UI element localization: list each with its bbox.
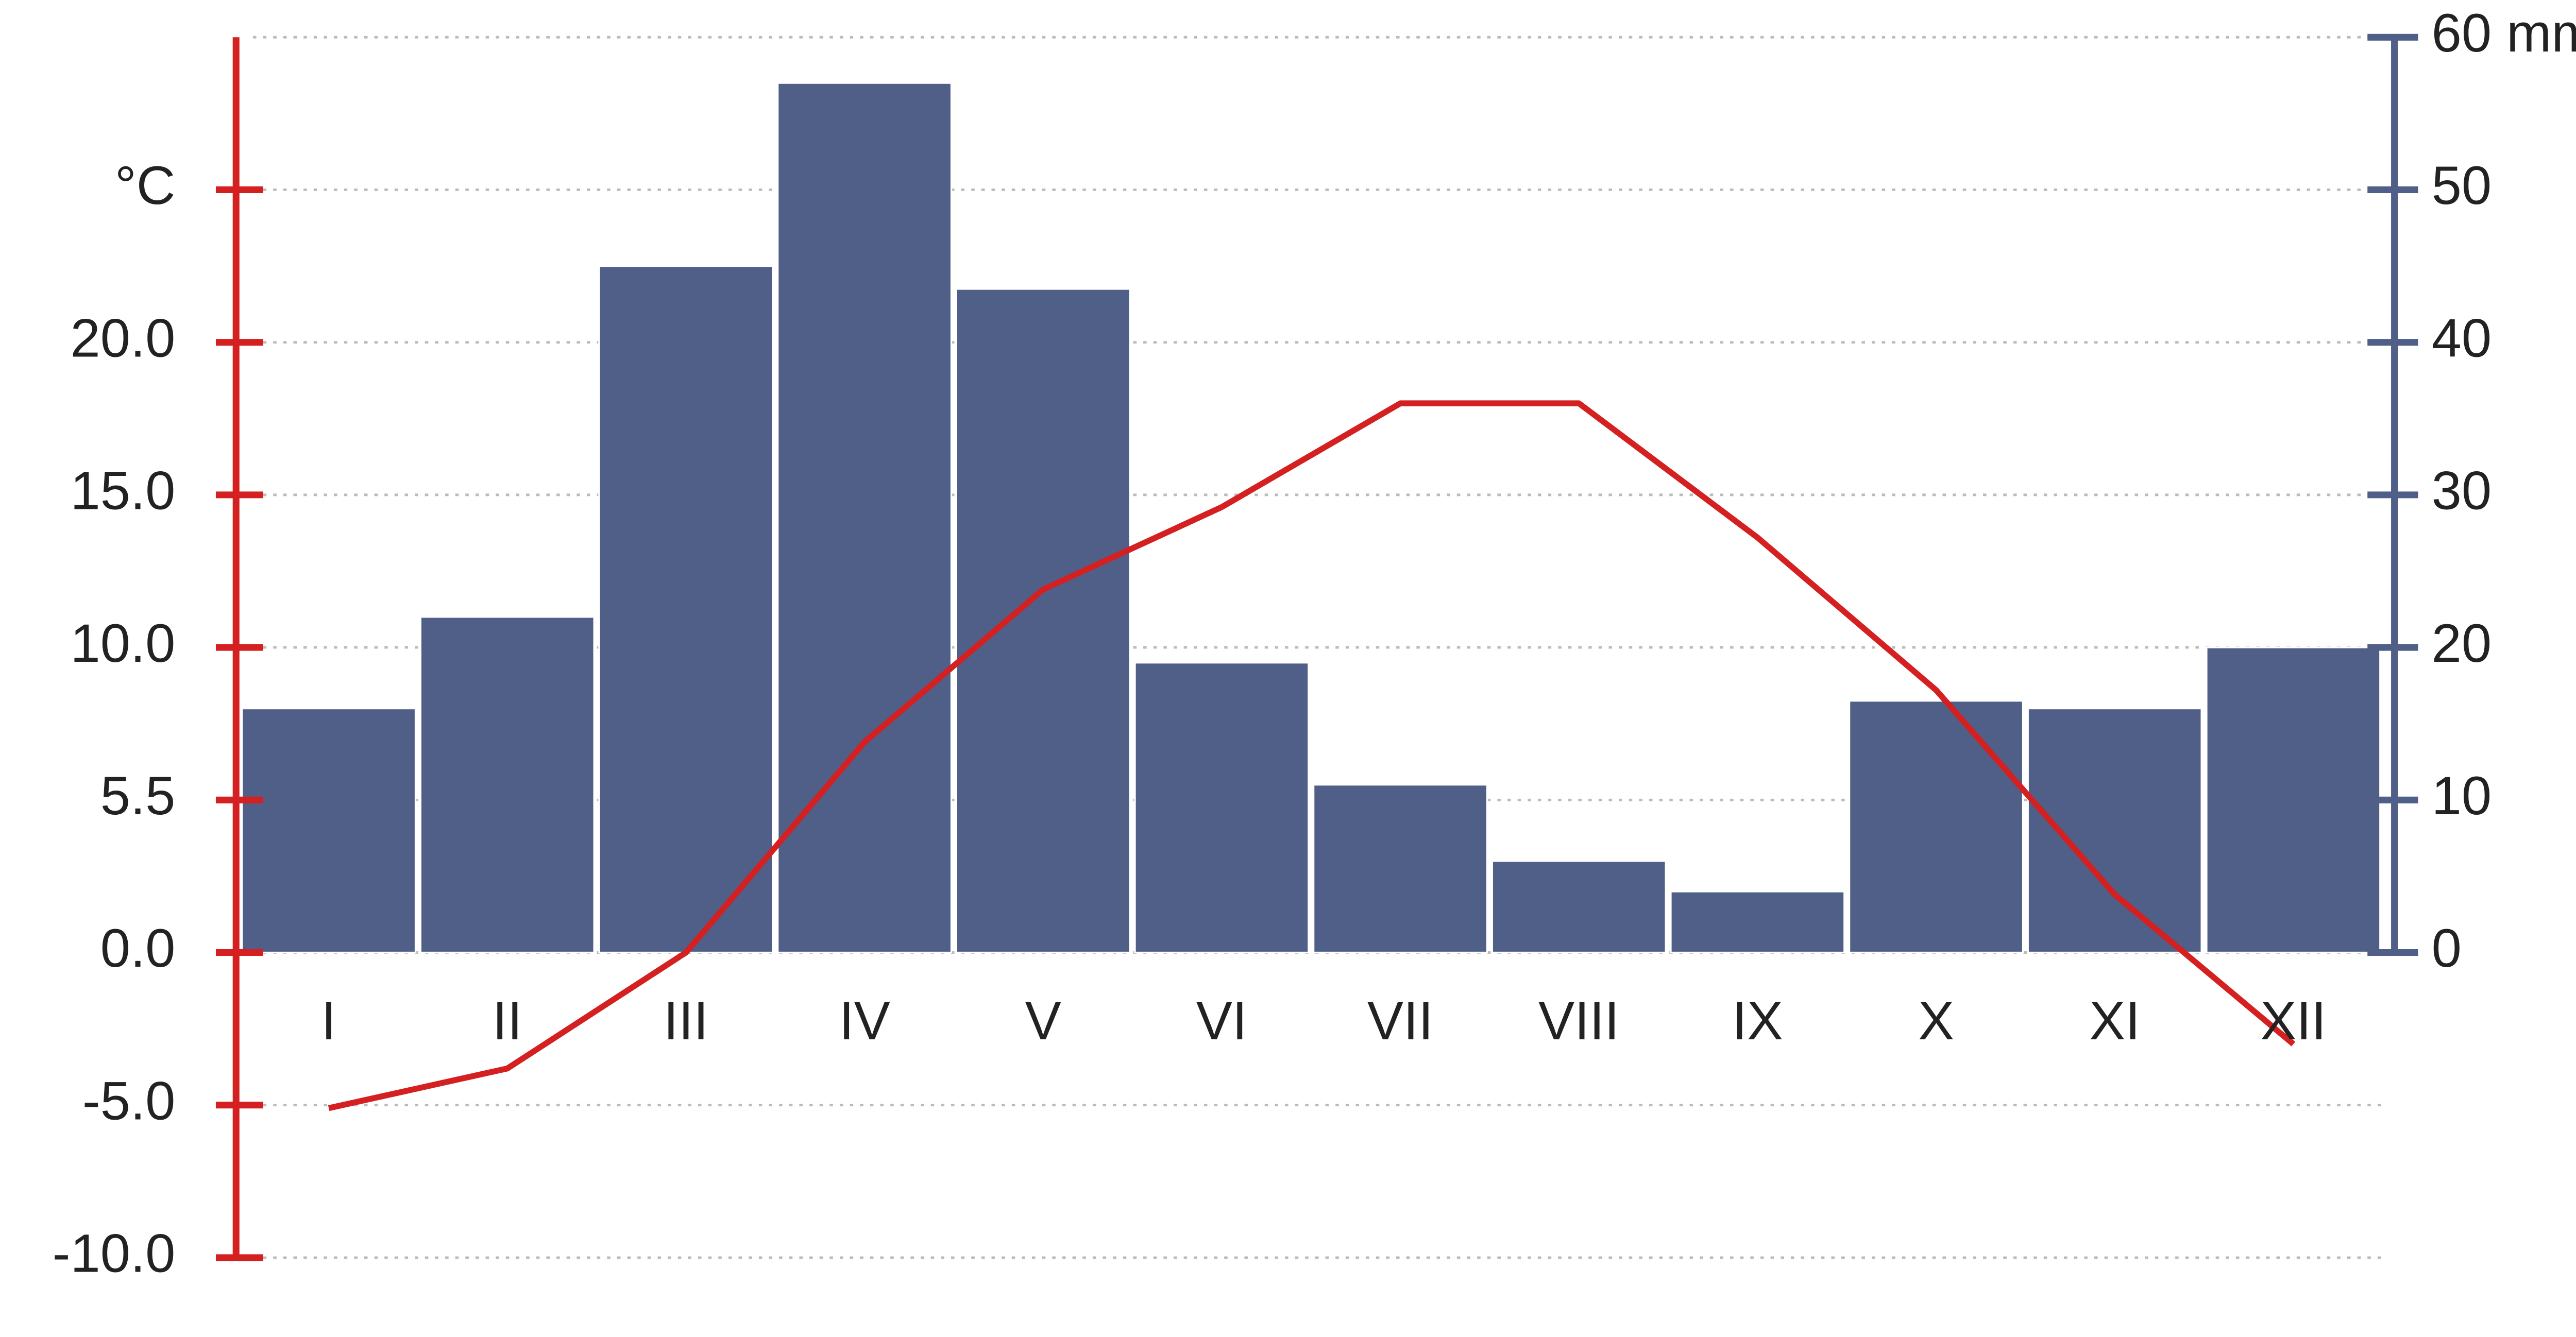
x-tick-label: I xyxy=(321,991,336,1051)
bar xyxy=(1491,860,1667,954)
bar xyxy=(241,707,417,954)
y-tick-label: -10.0 xyxy=(53,1224,176,1284)
x-tick-label: VI xyxy=(1196,991,1247,1051)
x-tick-label: IV xyxy=(839,991,890,1051)
bar xyxy=(1848,700,2024,954)
bar xyxy=(2027,707,2202,954)
bar xyxy=(1134,662,1310,954)
line xyxy=(328,400,2296,1111)
y-tick-label: -5.0 xyxy=(82,1071,175,1131)
y-tick-label: 0.0 xyxy=(100,918,176,979)
y-tick-label: °C xyxy=(115,156,176,216)
x-tick-label: VII xyxy=(1367,991,1433,1051)
y-tick-label: 5.5 xyxy=(100,766,176,826)
y2-tick-label: 50 xyxy=(2432,156,2492,216)
y-tick-label: 10.0 xyxy=(71,613,176,674)
bar xyxy=(955,288,1131,954)
x-tick-label: XII xyxy=(2260,991,2326,1051)
y-tick-label: 20.0 xyxy=(71,308,176,368)
y2-tick-label: 40 xyxy=(2432,308,2492,368)
bar xyxy=(1312,784,1488,954)
y2-tick-label: 60 mm xyxy=(2432,3,2576,63)
x-tick-label: X xyxy=(1918,991,1954,1051)
x-tick-label: XI xyxy=(2089,991,2140,1051)
x-tick-label: V xyxy=(1025,991,1061,1051)
bar xyxy=(2206,646,2381,954)
y2-tick-label: 10 xyxy=(2432,766,2492,826)
y2-tick-label: 0 xyxy=(2432,918,2462,979)
x-tick-label: III xyxy=(664,991,708,1051)
x-tick-label: II xyxy=(493,991,522,1051)
bar xyxy=(1670,890,1845,954)
y-tick-label: 15.0 xyxy=(71,461,176,521)
bar xyxy=(419,616,595,954)
bar xyxy=(598,265,774,954)
y2-tick-label: 20 xyxy=(2432,613,2492,674)
bar xyxy=(777,82,953,954)
y2-tick-label: 30 xyxy=(2432,461,2492,521)
x-tick-label: VIII xyxy=(1538,991,1619,1051)
x-tick-label: IX xyxy=(1732,991,1783,1051)
